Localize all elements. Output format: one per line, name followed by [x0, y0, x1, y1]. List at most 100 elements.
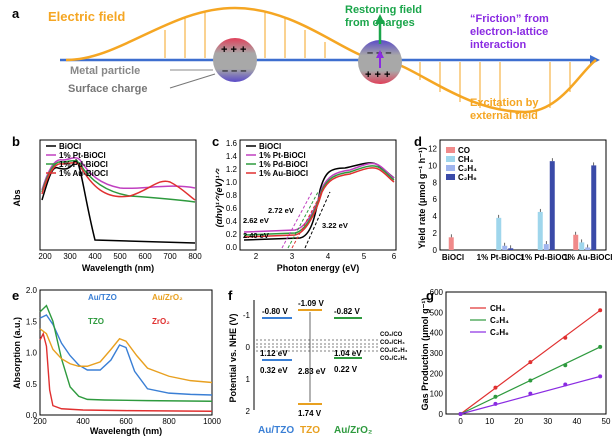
- field-arrows-up: [164, 12, 326, 58]
- bar: [549, 161, 555, 250]
- y-tick: 1.0: [26, 349, 38, 358]
- x-tick: 40: [572, 417, 581, 426]
- y-tick: 0.0: [26, 411, 38, 420]
- category-label: 1% Pt-BiOCl: [477, 253, 524, 262]
- legend-item: C₂H₄: [490, 316, 509, 325]
- panel-c-label: c: [212, 134, 219, 149]
- data-point: [493, 394, 498, 399]
- redox-labels: CO₂/CO CO₂/CH₄ CO₂/C₂H₄ CO₂/C₂H₆: [380, 332, 408, 362]
- x-tick: 200: [38, 252, 52, 261]
- y-tick: -1: [243, 311, 251, 320]
- legend-item: BiOCl: [59, 142, 81, 151]
- legend-item: C₂H₄: [458, 164, 477, 173]
- excitation-label-1: Excitation by: [470, 97, 539, 109]
- data-point: [598, 344, 603, 349]
- plot-frame-b: [39, 139, 197, 251]
- excitation-label-2: external field: [470, 110, 538, 122]
- vb-label: 0.22 V: [334, 365, 358, 374]
- y-tick: 0.2: [226, 230, 238, 239]
- legend-d: CO CH₄ C₂H₄ C₂H₆: [446, 146, 477, 182]
- redox-label: CO₂/CO: [380, 332, 403, 338]
- x-tick: 1000: [203, 417, 221, 426]
- x-tick: 400: [88, 252, 102, 261]
- x-ticks-c: 2 3 4 5 6: [254, 252, 397, 261]
- legend-item: BiOCl: [259, 142, 281, 151]
- legend-item: 1% Au-BiOCl: [259, 169, 308, 178]
- legend-item: 1% Au-BiOCl: [59, 169, 108, 178]
- x-tick: 800: [188, 252, 202, 261]
- legend-e: Au/TZO TZO Au/ZrO₂ ZrO₂: [88, 293, 183, 326]
- x-tick: 300: [63, 252, 77, 261]
- legend-item: Au/TZO: [88, 293, 117, 302]
- category-label: 1% Au-BiOCl: [563, 253, 612, 262]
- curve-pd-b: [41, 159, 196, 203]
- panel-d: d Yield rate (μmol g⁻¹ h⁻¹) 0 2 4 6 8 10 12 Bi…: [414, 134, 613, 262]
- friction-label-2: electron-lattice: [470, 26, 548, 38]
- x-tick: 500: [113, 252, 127, 261]
- redox-label: CO₂/C₂H₄: [380, 348, 408, 354]
- panel-b: b Abs Wavelength (nm) 200 300 400 500 60…: [12, 134, 202, 273]
- positive-charges-left: + + +: [221, 44, 246, 56]
- y-tick: 200: [430, 369, 444, 378]
- bar: [585, 247, 591, 250]
- curve-pt-c: [243, 162, 395, 233]
- series-line: [39, 331, 213, 412]
- y-tick: 0: [246, 343, 251, 352]
- friction-label-1: “Friction” from: [470, 13, 549, 25]
- data-point: [528, 378, 533, 383]
- panel-f: f Potential vs. NHE (V) -1 0 1 2 CO₂/CO …: [228, 288, 408, 436]
- x-tick: 3: [290, 252, 295, 261]
- x-tick: 10: [485, 417, 494, 426]
- surface-charge-label: Surface charge: [68, 83, 147, 95]
- legend-item: CH₄: [490, 304, 506, 313]
- legend-item: C₂H₆: [458, 173, 477, 182]
- plot-frame-c: [239, 139, 397, 251]
- y-tick: 6: [433, 195, 438, 204]
- panel-e: e Absorption (a.u.) Wavelength (nm) 200 4…: [12, 286, 221, 436]
- legend-g: CH₄ C₂H₄ C₂H₆: [470, 304, 509, 337]
- legend-b: BiOCl 1% Pt-BiOCl 1% Pd-BiOCl 1% Au-BiOC…: [46, 142, 108, 178]
- y-tick: 1: [246, 375, 251, 384]
- x-axis-label-e: Wavelength (nm): [90, 426, 162, 436]
- y-tick: 1.6: [226, 139, 238, 148]
- vb-label: 1.74 V: [298, 409, 322, 418]
- data-point: [563, 382, 568, 387]
- annotation-272: 2.72 eV: [268, 206, 294, 215]
- annotation-262: 2.62 eV: [243, 216, 269, 225]
- panel-g-label: g: [426, 288, 434, 303]
- y-tick: 2: [246, 407, 251, 416]
- positive-charges-right: + + +: [365, 69, 390, 81]
- y-tick: 600: [430, 288, 444, 297]
- legend-item: Au/ZrO₂: [152, 293, 183, 302]
- data-point: [598, 308, 603, 313]
- category-label: BiOCl: [442, 253, 464, 262]
- restoring-field-label-1: Restoring field: [345, 4, 422, 16]
- y-tick: 300: [430, 349, 444, 358]
- legend-item: CH₄: [458, 155, 474, 164]
- surface-charge-pointer: [169, 73, 216, 89]
- y-ticks-f: -1 0 1 2: [243, 311, 251, 416]
- series-g: [458, 308, 603, 416]
- panel-f-label: f: [228, 288, 233, 303]
- annotation-240: 2.40 eV: [243, 231, 269, 240]
- bars-d: [448, 158, 597, 250]
- x-tick: 2: [254, 252, 259, 261]
- legend-item: CO: [458, 146, 470, 155]
- x-tick: 4: [326, 252, 331, 261]
- legend-item: ZrO₂: [152, 317, 170, 326]
- x-tick: 800: [162, 417, 176, 426]
- x-tick: 400: [76, 417, 90, 426]
- data-point: [563, 363, 568, 368]
- y-tick: 0: [433, 246, 438, 255]
- y-tick: 10: [428, 161, 437, 170]
- plot-frame-d: [439, 139, 607, 251]
- series-line: [39, 314, 213, 396]
- y-axis-label-b: Abs: [12, 189, 22, 206]
- y-tick: 1.0: [226, 178, 238, 187]
- panel-d-label: d: [414, 134, 422, 149]
- vb-label: 0.32 eV: [260, 366, 288, 375]
- column-label: Au/ZrO₂: [334, 425, 372, 436]
- bar: [573, 234, 579, 250]
- x-axis-label-c: Photon energy (eV): [277, 263, 360, 273]
